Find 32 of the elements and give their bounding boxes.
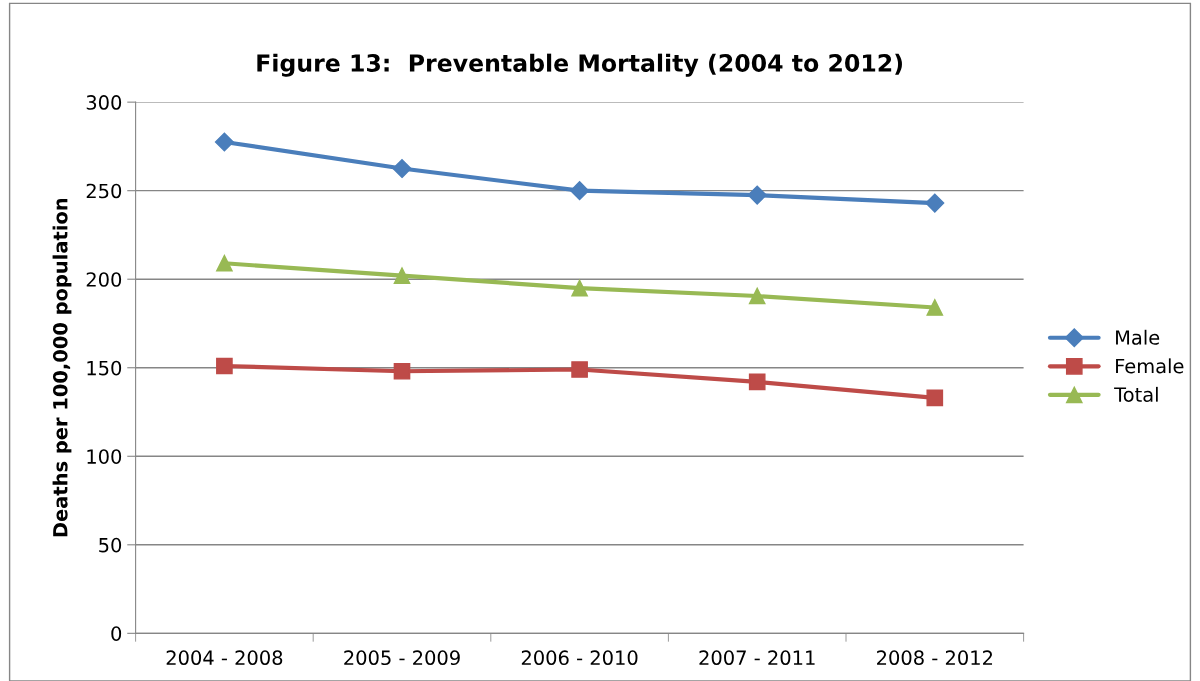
y-tick-label: 50 [99,537,122,553]
legend-label: Total [1114,386,1158,402]
point [571,279,588,297]
y-tick-label: 150 [87,360,122,376]
point [748,373,766,391]
y-tick-label: 0 [111,626,122,641]
point [747,185,767,205]
point [571,361,588,378]
chart-title: Figure 13: Preventable Mortality (2004 to 2012) [257,53,902,77]
x-tick-label: 2006 - 2010 [521,650,638,666]
point [393,362,411,380]
point [392,159,412,179]
point [926,299,944,316]
y-tick-label: 100 [87,449,122,464]
point [926,389,944,407]
y-axis-title: Deaths per 100,000 population [52,198,72,537]
point [570,181,590,201]
legend-label: Male [1116,329,1160,345]
point [393,267,411,285]
point [216,357,233,375]
x-tick-label: 2008 - 2012 [877,650,993,666]
y-tick-label: 250 [86,183,122,199]
point [748,287,766,305]
y-tick-label: 300 [86,95,122,110]
legend-label: Female [1116,358,1184,374]
x-tick-label: 2005 - 2009 [344,650,460,666]
y-tick-label: 200 [86,272,122,287]
point [925,193,945,213]
x-tick-label: 2007 - 2011 [699,650,815,666]
point [216,254,233,272]
x-tick-label: 2004 - 2008 [166,650,283,666]
point [214,132,234,152]
